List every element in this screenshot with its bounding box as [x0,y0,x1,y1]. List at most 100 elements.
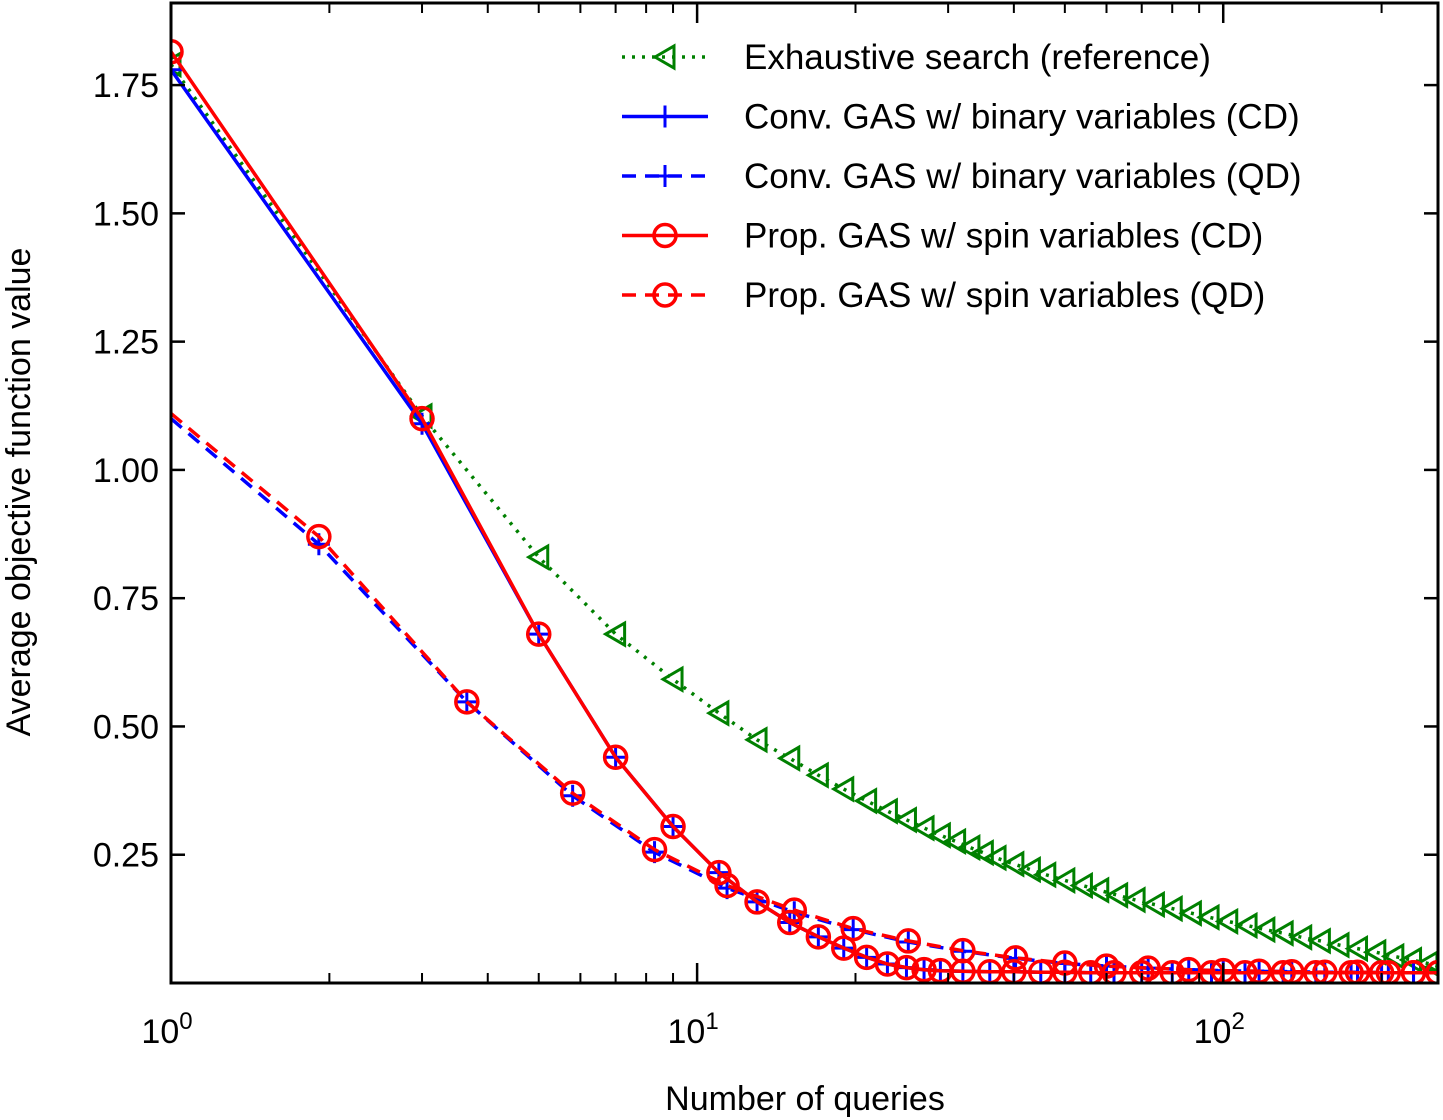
data-point-4-20 [1400,959,1427,983]
y-tick-label-2: 0.75 [93,580,159,618]
data-point-4-3 [641,836,668,863]
data-point-4-18 [1344,959,1371,983]
legend-marker-3 [652,222,678,249]
data-point-0-25 [1104,881,1129,909]
data-point-0-31 [1214,907,1239,936]
data-point-3-11 [874,951,901,977]
series-line-4 [171,412,1438,975]
data-point-3-2 [525,621,552,647]
data-point-4-17 [1312,959,1338,983]
data-point-0-6 [744,726,768,754]
data-point-4-2 [559,780,586,806]
legend-marker-2 [654,165,676,187]
data-point-0-20 [1017,856,1041,884]
data-point-0-37 [1326,931,1350,959]
data-point-4-5 [781,897,808,923]
data-point-0-21 [1032,861,1057,889]
data-point-0-34 [1270,919,1294,947]
y-tick-label-5: 1.50 [93,195,159,233]
y-tick-label-4: 1.25 [93,324,159,362]
data-point-4-12 [1135,955,1161,981]
data-point-4-0 [306,523,332,550]
x-tick-label-0: 100 [141,1008,192,1051]
data-point-0-10 [853,787,878,815]
data-point-0-30 [1196,903,1220,931]
data-point-0-35 [1288,923,1313,951]
legend-marker-1 [654,105,676,128]
data-point-0-29 [1178,899,1202,927]
x-tick-label-2: 102 [1194,1008,1245,1051]
data-point-4-21 [1425,959,1438,983]
data-point-4-1 [454,689,480,715]
data-point-0-33 [1251,916,1276,944]
data-point-0-18 [983,844,1007,872]
y-tick-label-6: 1.75 [93,67,159,105]
data-point-0-22 [1051,866,1076,894]
data-point-0-5 [705,699,730,727]
plot-frame [169,1,1440,985]
data-point-4-9 [1002,945,1029,971]
data-point-0-14 [927,821,951,849]
legend-marker-4 [652,282,678,308]
data-point-0-38 [1344,935,1369,963]
data-point-3-6 [744,889,770,915]
legend-label-3: Prop. GAS w/ spin variables (CD) [744,217,1263,256]
legend-label-1: Conv. GAS w/ binary variables (CD) [744,98,1300,137]
data-point-0-15 [942,827,967,855]
data-point-3-4 [660,813,686,840]
data-point-3-3 [602,744,629,770]
data-point-0-7 [776,744,801,772]
data-point-4-7 [895,928,922,954]
data-point-3-5 [706,859,732,886]
x-axis-title: Number of queries [665,1080,945,1118]
x-tick-label-1: 101 [668,1008,719,1051]
data-point-0-19 [1000,850,1025,878]
y-tick-label-3: 1.00 [93,452,159,490]
data-point-4-6 [840,915,866,942]
series-1 [171,58,1438,983]
data-point-0-32 [1234,911,1258,940]
data-point-0-23 [1069,871,1093,900]
series-0 [171,50,1438,977]
series-4 [171,412,1438,983]
data-point-4-13 [1176,956,1202,983]
data-point-0-36 [1307,927,1331,955]
data-point-0-41 [1398,946,1423,974]
data-point-1-0 [171,58,182,81]
data-point-3-1 [409,405,435,432]
tick-layer: 0.25 0.50 0.75 1.00 1.25 1.50 1.75 100 101 102 [93,3,1438,1051]
data-point-0-3 [602,620,627,648]
series-layer [171,38,1438,983]
data-point-0-16 [956,833,981,862]
legend-label-0: Exhaustive search (reference) [744,38,1211,77]
data-point-0-39 [1362,938,1387,966]
data-point-0-2 [525,543,550,571]
legend-label-2: Conv. GAS w/ binary variables (QD) [744,157,1302,196]
data-point-3-12 [893,954,920,981]
data-point-4-4 [714,872,740,899]
data-point-3-22 [1128,959,1155,983]
data-point-0-24 [1085,876,1110,904]
legend: Exhaustive search (reference) Conv. GAS w… [622,38,1302,315]
data-point-3-21 [1101,959,1127,983]
y-tick-label-1: 0.50 [93,708,159,746]
series-line-1 [171,68,1438,975]
data-point-0-12 [893,806,917,834]
data-point-0-8 [805,761,829,789]
data-point-4-8 [950,937,976,964]
y-axis-title: Average objective function value [0,248,38,737]
legend-label-4: Prop. GAS w/ spin variables (QD) [744,276,1265,315]
data-point-0-28 [1159,895,1183,923]
data-point-3-7 [777,909,803,936]
data-point-4-19 [1375,959,1402,983]
data-point-3-23 [1159,959,1185,983]
data-point-0-9 [830,775,855,803]
data-point-3-13 [911,956,937,983]
series-2 [171,417,1438,983]
data-point-0-4 [660,665,684,693]
y-tick-label-0: 0.25 [93,837,159,875]
data-point-0-11 [874,797,898,825]
series-line-0 [171,63,1438,968]
data-point-0-26 [1122,886,1146,914]
